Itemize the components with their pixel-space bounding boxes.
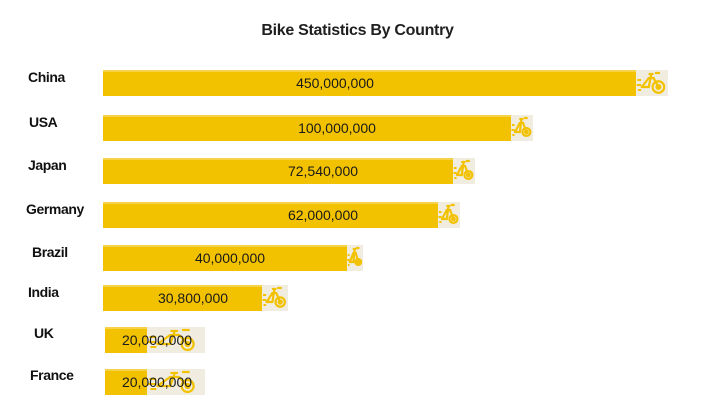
bar [105,327,147,353]
bicycle-icon-svg [148,370,195,394]
data-label: 20,000,000 [121,374,193,390]
bar-row-france: France 20,000,000 [0,367,715,395]
bar-highlight [103,70,636,72]
category-label: Germany [26,201,84,217]
data-label: 40,000,000 [194,250,266,266]
data-label: 62,000,000 [287,207,359,223]
category-label: India [28,284,59,300]
category-label: USA [29,114,58,130]
bicycle-icon-svg [438,203,459,225]
category-label: Japan [28,157,67,173]
data-label: 20,000,000 [121,332,193,348]
category-label: France [30,367,74,383]
bar-row-japan: Japan 72,540,000 [0,157,715,184]
bicycle-icon [636,70,668,96]
bicycle-icon [147,369,205,395]
bar-row-china: China 450,000,000 [0,69,715,96]
bicycle-icon-svg [262,286,286,308]
bar-highlight [103,158,453,160]
bicycle-icon [511,115,533,141]
bar-highlight [103,202,438,204]
bar-highlight [105,369,147,371]
bar-highlight [103,285,262,287]
bicycle-icon [438,202,460,228]
data-label: 450,000,000 [296,75,374,91]
bicycle-icon-svg [453,159,474,181]
bar-row-germany: Germany 62,000,000 [0,201,715,228]
data-label: 72,540,000 [287,163,359,179]
category-label: China [28,69,65,85]
bar-row-brazil: Brazil 40,000,000 [0,244,715,271]
bicycle-icon-svg [636,71,666,94]
category-label: Brazil [32,244,68,260]
bicycle-icon [147,327,205,353]
bar-highlight [103,115,511,117]
bar [103,158,453,184]
bar [103,285,262,311]
bicycle-icon-svg [511,116,532,138]
bar [103,70,636,96]
bar [103,202,438,228]
chart-title: Bike Statistics By Country [261,22,454,39]
bar-highlight [103,245,347,247]
bicycle-icon [262,285,288,311]
bar-row-india: India 30,800,000 [0,284,715,311]
data-label: 30,800,000 [157,290,229,306]
bar [105,369,147,395]
bicycle-icon [453,158,475,184]
bicycle-icon [347,245,363,271]
bar-row-usa: USA 100,000,000 [0,114,715,141]
bar-highlight [105,327,147,329]
bar-row-uk: UK 20,000,000 [0,325,715,353]
category-label: UK [34,325,54,341]
bar [103,245,347,271]
data-label: 100,000,000 [298,120,376,136]
bicycle-icon-svg [148,328,195,352]
bar [103,115,511,141]
bicycle-icon-svg [347,246,363,266]
